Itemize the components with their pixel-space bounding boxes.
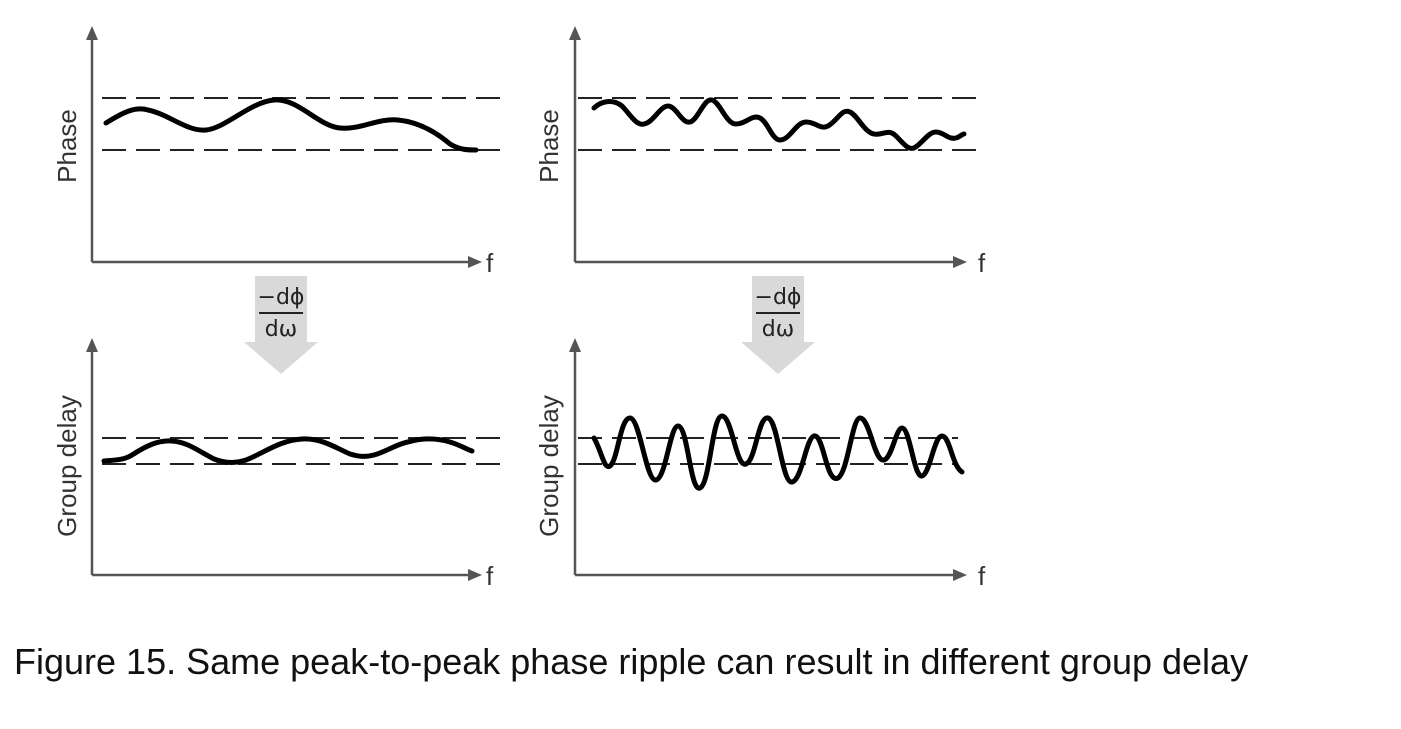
derivative-denominator: dω: [762, 317, 794, 342]
y-axis-arrow-icon: [86, 26, 98, 40]
derivative-numerator: −dϕ: [755, 285, 802, 310]
y-axis-label: Phase: [52, 109, 82, 183]
phase-curve: [103, 97, 479, 153]
down-arrow-icon: [244, 276, 318, 374]
derivative-arrow-left: −dϕ dω: [244, 276, 318, 374]
y-axis-label: Phase: [534, 109, 564, 183]
x-axis-arrow-icon: [468, 256, 482, 268]
x-axis-arrow-icon: [468, 569, 482, 581]
x-axis-arrow-icon: [953, 569, 967, 581]
x-axis-label: f: [486, 248, 494, 278]
group-delay-curve: [101, 436, 475, 465]
y-axis-arrow-icon: [569, 338, 581, 352]
derivative-denominator: dω: [265, 317, 297, 342]
y-axis-label: Group delay: [534, 395, 564, 537]
y-axis-label: Group delay: [52, 395, 82, 537]
x-axis-arrow-icon: [953, 256, 967, 268]
group-delay-curve: [591, 413, 965, 491]
y-axis-arrow-icon: [86, 338, 98, 352]
panel-left-group-delay: f Group delay: [52, 338, 507, 591]
derivative-arrow-right: −dϕ dω: [741, 276, 815, 374]
y-axis-arrow-icon: [569, 26, 581, 40]
x-axis-label: f: [978, 561, 986, 591]
panel-right-group-delay: f Group delay: [534, 338, 986, 591]
derivative-numerator: −dϕ: [258, 285, 305, 310]
x-axis-label: f: [978, 248, 986, 278]
panel-right-phase: f Phase: [534, 26, 986, 278]
figure-caption: Figure 15. Same peak-to-peak phase rippl…: [14, 641, 1249, 682]
x-axis-label: f: [486, 561, 494, 591]
phase-curve: [591, 97, 967, 151]
down-arrow-icon: [741, 276, 815, 374]
panel-left-phase: f Phase: [52, 26, 505, 278]
